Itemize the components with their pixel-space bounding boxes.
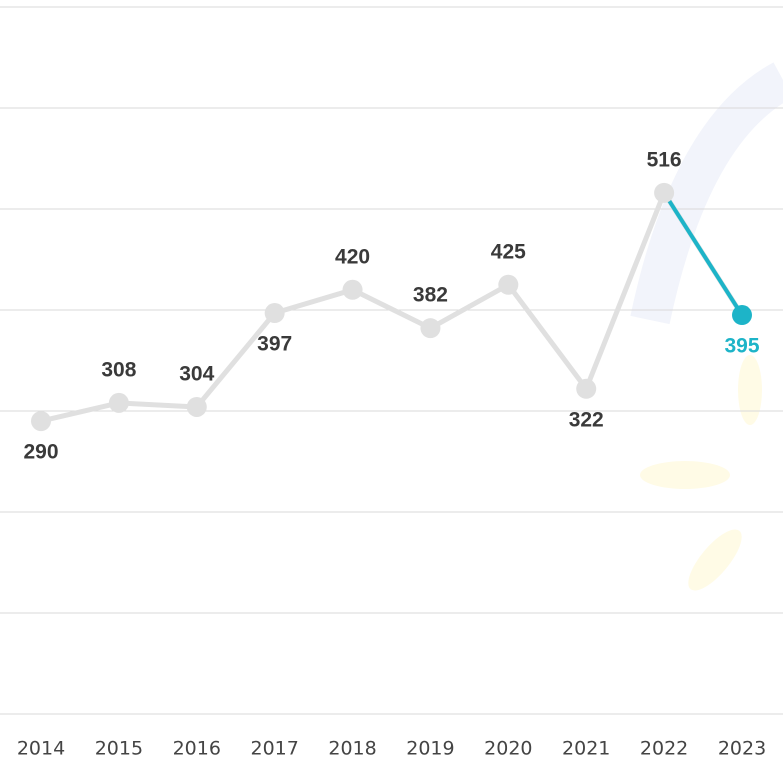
x-tick-label: 2020 — [484, 738, 532, 760]
point — [108, 392, 129, 413]
data-label: 290 — [23, 441, 58, 464]
x-tick-label: 2014 — [17, 738, 65, 760]
x-tick-label: 2022 — [640, 738, 688, 760]
data-label: 516 — [647, 148, 682, 171]
point — [498, 274, 519, 295]
line — [40, 190, 745, 424]
data-label: 308 — [101, 358, 136, 381]
data-label: 304 — [179, 363, 214, 386]
highlight-line — [662, 191, 744, 317]
x-tick-label: 2023 — [718, 738, 766, 760]
x-tick-label: 2018 — [328, 738, 376, 760]
point — [732, 305, 752, 326]
watermark — [738, 355, 762, 425]
x-tick-label: 2017 — [250, 738, 298, 760]
x-tick-label: 2015 — [95, 738, 143, 760]
data-label: 425 — [491, 240, 526, 263]
point — [654, 182, 675, 203]
data-label: 420 — [335, 245, 370, 268]
watermark — [688, 529, 742, 591]
point — [576, 378, 597, 399]
point — [264, 303, 285, 324]
x-tick-label: 2016 — [173, 738, 221, 760]
data-label: 397 — [257, 333, 292, 356]
x-tick-label: 2021 — [562, 738, 610, 760]
point — [31, 411, 51, 432]
watermark — [630, 62, 783, 325]
data-label: 382 — [413, 284, 448, 307]
point — [420, 318, 441, 339]
data-label: 322 — [569, 408, 604, 431]
data-label: 395 — [724, 335, 759, 358]
watermark — [640, 461, 730, 489]
point — [186, 396, 207, 417]
point — [342, 279, 363, 300]
x-tick-label: 2019 — [406, 738, 454, 760]
